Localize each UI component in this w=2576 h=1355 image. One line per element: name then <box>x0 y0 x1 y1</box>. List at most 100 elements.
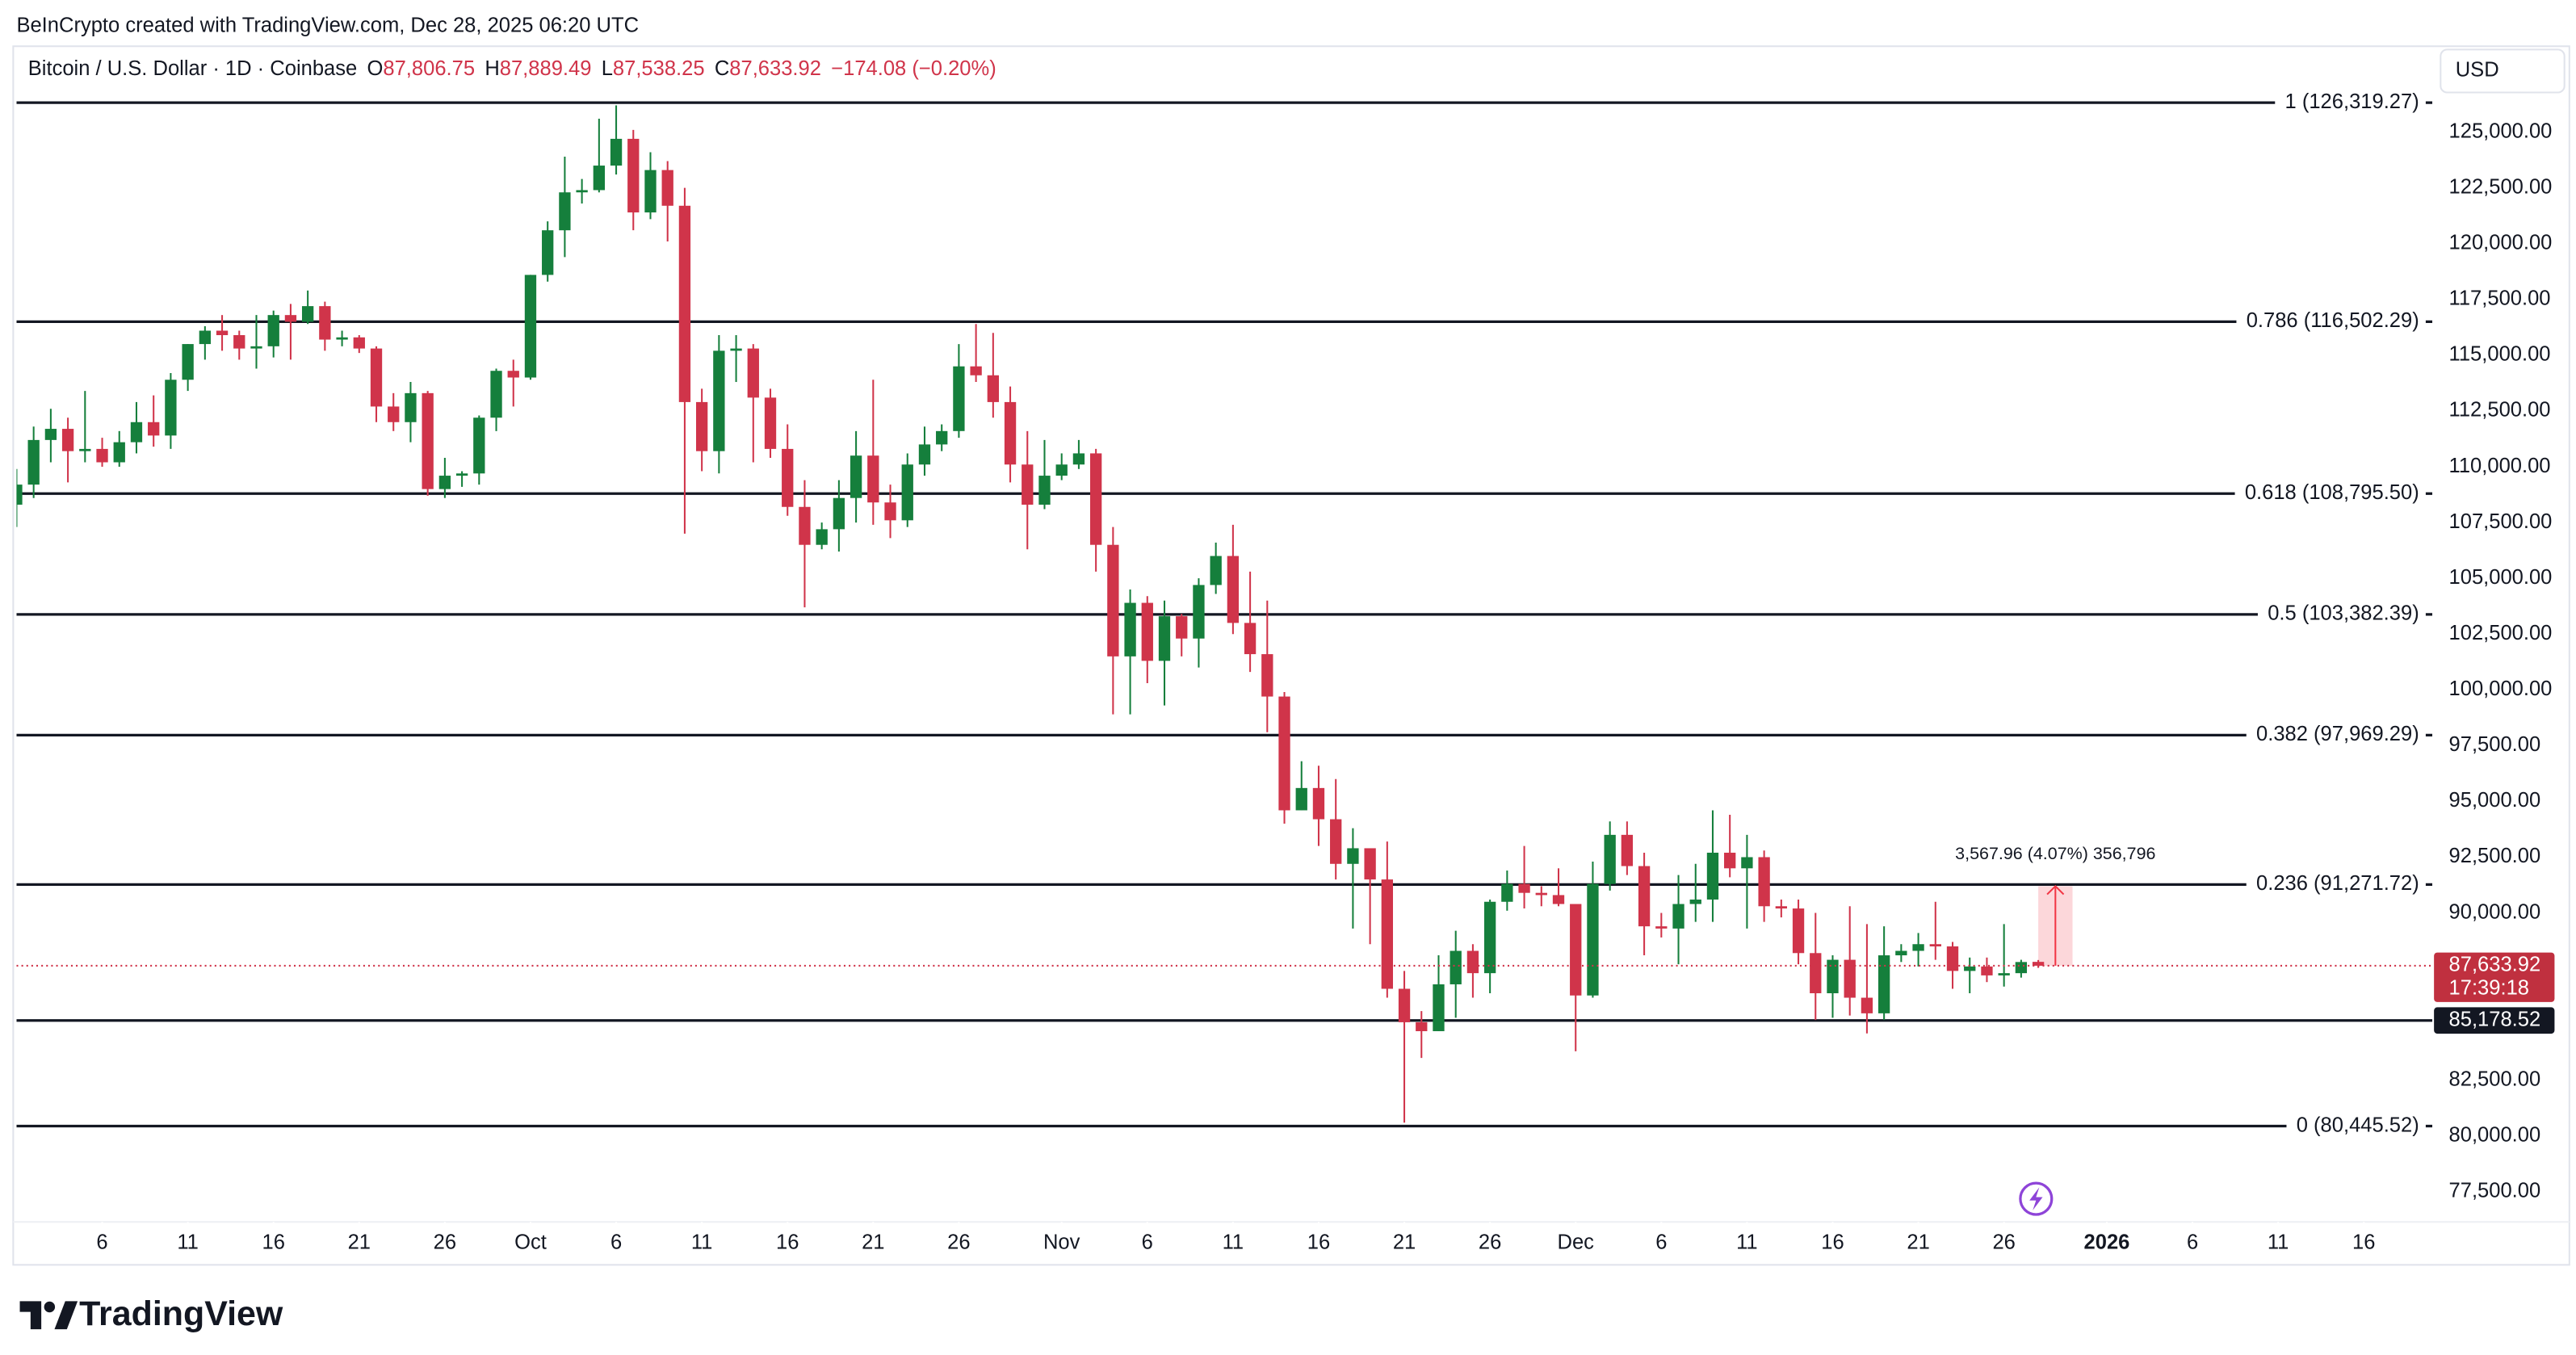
brand: TradingView <box>79 1294 283 1333</box>
candle-body <box>96 448 108 463</box>
candle-body <box>782 448 794 507</box>
currency-box[interactable] <box>2440 48 2566 94</box>
candle-body <box>1672 904 1684 929</box>
candle-body <box>1141 602 1153 661</box>
candle-body <box>1827 959 1839 994</box>
candle-body <box>1501 883 1513 902</box>
y-tick-label: 82,500.00 <box>2449 1068 2541 1091</box>
candle-body <box>44 429 57 440</box>
x-tick-label: 26 <box>434 1231 456 1254</box>
candle-body <box>1227 556 1240 623</box>
candle-body <box>610 138 623 166</box>
candle-body <box>216 330 229 336</box>
fib-label: 0 (80,445.52) <box>2297 1114 2419 1136</box>
candle-body <box>850 455 862 498</box>
x-tick-label: 11 <box>2268 1231 2289 1254</box>
candle-body <box>130 422 143 443</box>
x-tick-label: 21 <box>348 1231 371 1254</box>
candle-body <box>678 205 691 402</box>
candle-body <box>1775 906 1787 909</box>
candle-body <box>1758 857 1770 907</box>
candle-body <box>1964 966 1976 971</box>
candle-body <box>1193 585 1205 639</box>
candle-body <box>490 371 502 418</box>
candle-body <box>1981 966 1993 975</box>
candle-body <box>833 497 845 530</box>
icon-bolt <box>2029 1187 2043 1210</box>
x-tick-label: 21 <box>862 1231 884 1254</box>
x-tick-label: 6 <box>96 1231 107 1254</box>
candle-body <box>405 392 417 422</box>
candle-body <box>593 166 605 191</box>
legend-change: −174.08 (−0.20%) <box>831 57 996 80</box>
candle-body <box>1810 953 1822 994</box>
legend-label: C <box>715 57 729 80</box>
fib-label: 0.786 (116,502.29) <box>2247 309 2419 332</box>
x-tick-label: Oct <box>514 1231 547 1254</box>
candle-body <box>936 430 948 445</box>
y-tick-label: 90,000.00 <box>2449 900 2541 923</box>
legend-label: H <box>485 57 499 80</box>
candle-body <box>250 346 262 349</box>
candle-body <box>1107 544 1119 657</box>
candle-body <box>1038 476 1051 505</box>
candle-body <box>987 375 999 402</box>
candle-body <box>644 170 657 213</box>
fib-label: 1 (126,319.27) <box>2285 90 2419 113</box>
fib-label: 0.5 (103,382.39) <box>2268 602 2419 625</box>
candle-body <box>165 380 177 436</box>
candle-body <box>661 170 673 206</box>
candle-body <box>1604 834 1616 884</box>
candle-body <box>1792 908 1805 954</box>
candle-body <box>1861 997 1873 1013</box>
candle-body <box>901 464 913 521</box>
measure-label: 3,567.96 (4.07%) 356,796 <box>1955 844 2155 863</box>
x-tick-label: 26 <box>1992 1231 2015 1254</box>
candle-body <box>319 306 331 340</box>
currency[interactable]: USD <box>2456 59 2499 82</box>
candle-body <box>2015 962 2028 974</box>
overlay: 77,500.0080,000.0082,500.0085,000.0087,5… <box>96 89 2555 1254</box>
symbol-legend: Bitcoin / U.S. Dollar · 1D · Coinbase O87… <box>28 57 996 80</box>
candle-body <box>199 330 211 345</box>
candle-body <box>524 275 537 378</box>
x-tick-label: 16 <box>2352 1231 2375 1254</box>
x-tick-label: 26 <box>947 1231 970 1254</box>
symbol: Bitcoin / U.S. Dollar · 1D · Coinbase <box>28 57 357 80</box>
candle-body <box>284 315 297 322</box>
fib-label-bg <box>2246 871 2426 898</box>
candle-body <box>336 337 348 340</box>
candle-body <box>438 476 451 489</box>
candle-body <box>1004 401 1017 465</box>
candle-body <box>353 337 365 349</box>
candle-body <box>1330 819 1342 864</box>
candle-body <box>1706 852 1719 900</box>
candle-body <box>1381 879 1393 989</box>
candle-body <box>1570 904 1582 996</box>
logo-mark <box>54 1301 78 1330</box>
price-line-label-bg <box>2434 1007 2555 1034</box>
fib-label: 0.618 (108,795.50) <box>2245 481 2419 504</box>
candle-body <box>1724 852 1736 869</box>
candle-body <box>27 439 40 485</box>
candle-body <box>1483 901 1496 974</box>
y-tick-label: 112,500.00 <box>2449 399 2551 422</box>
candle-body <box>473 417 485 474</box>
candle-body <box>182 344 194 380</box>
x-tick-label: 2026 <box>2084 1231 2130 1254</box>
candle-body <box>422 392 434 489</box>
candle-body <box>2032 962 2045 966</box>
x-tick-label: 11 <box>1223 1231 1244 1254</box>
candle-body <box>1072 453 1085 465</box>
brand-logo[interactable]: TradingView <box>19 1294 283 1333</box>
candle-body <box>1398 988 1411 1022</box>
plot-area <box>16 101 2433 1128</box>
fib-label: 0.236 (91,271.72) <box>2256 872 2419 895</box>
lightning-icon[interactable] <box>2019 1181 2054 1216</box>
fib-label-bg <box>2275 89 2426 116</box>
candle-body <box>1912 944 1924 951</box>
y-tick-label: 125,000.00 <box>2449 120 2553 142</box>
candle-body <box>1055 464 1068 476</box>
